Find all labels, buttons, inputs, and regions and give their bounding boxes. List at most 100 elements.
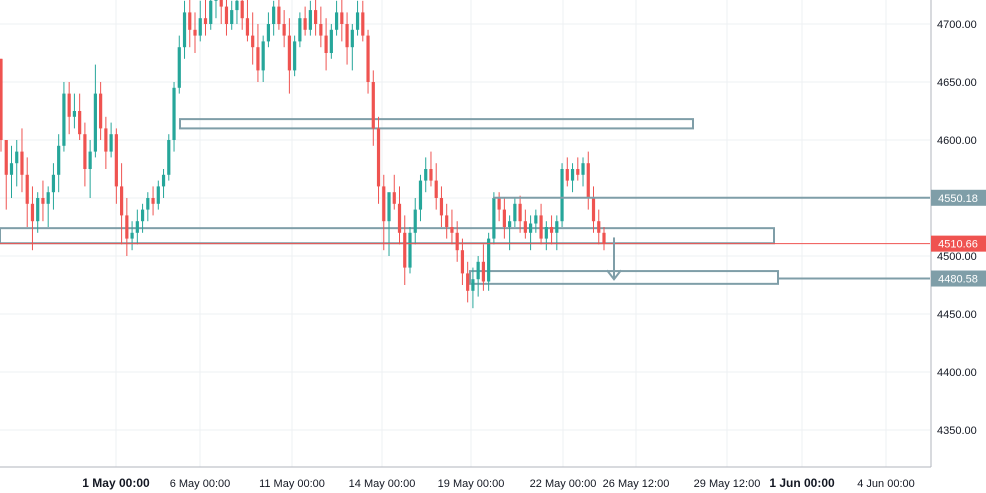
candle-body xyxy=(9,163,14,175)
candle-body xyxy=(130,232,134,239)
candle xyxy=(209,0,213,30)
candle xyxy=(146,192,150,222)
candle xyxy=(481,244,485,291)
candle xyxy=(78,93,82,140)
candle xyxy=(256,24,260,82)
candle xyxy=(439,186,444,227)
x-tick-label: 1 Jun 00:00 xyxy=(769,476,835,490)
candle xyxy=(397,186,402,245)
candle-body xyxy=(434,180,438,198)
candle-body xyxy=(366,35,370,82)
candle xyxy=(298,12,302,48)
candle-body xyxy=(4,140,8,175)
candle-body xyxy=(30,203,35,222)
candle-body xyxy=(308,10,312,30)
candle-body xyxy=(266,24,271,42)
candle xyxy=(492,192,496,245)
price-label-text: 4480.58 xyxy=(938,274,978,286)
candle-body xyxy=(177,47,181,88)
candle xyxy=(41,180,45,222)
candle xyxy=(130,221,134,251)
candle xyxy=(293,35,297,77)
candle xyxy=(261,35,265,82)
candle xyxy=(219,0,223,24)
candle xyxy=(476,256,480,297)
candle xyxy=(355,0,360,36)
candle xyxy=(518,195,522,233)
candle-body xyxy=(439,198,444,216)
candle-body xyxy=(83,134,87,169)
candle-body xyxy=(78,111,82,135)
candle xyxy=(214,0,218,19)
candle-body xyxy=(214,0,218,1)
candle-body xyxy=(167,140,171,175)
candle-body xyxy=(345,24,349,48)
candle-body xyxy=(314,10,318,24)
zone-box xyxy=(179,118,694,130)
candle-body xyxy=(565,169,569,181)
candle-body xyxy=(182,12,187,48)
candle-body xyxy=(576,169,580,175)
x-tick-label: 1 May 00:00 xyxy=(82,476,150,490)
candle xyxy=(62,82,66,152)
candle xyxy=(471,267,475,309)
candle xyxy=(203,0,208,36)
candle-body xyxy=(350,29,354,48)
candle-body xyxy=(245,18,250,36)
candle xyxy=(555,215,559,251)
candle xyxy=(9,145,14,198)
candle-body xyxy=(120,186,124,216)
candle xyxy=(523,209,527,239)
candle xyxy=(193,12,197,53)
candle xyxy=(445,203,449,239)
candle xyxy=(460,238,465,285)
candle xyxy=(508,215,512,251)
arrow-head xyxy=(606,269,622,281)
candle xyxy=(303,6,307,36)
y-tick-label: 4450.00 xyxy=(937,309,977,321)
candle-body xyxy=(361,12,365,36)
y-tick-label: 4650.00 xyxy=(937,77,977,89)
candle-body xyxy=(93,93,97,152)
candle-body xyxy=(161,174,166,187)
candle-body xyxy=(230,10,234,24)
candle xyxy=(581,157,585,187)
candle-body xyxy=(597,221,601,233)
candle-body xyxy=(140,209,145,222)
candle xyxy=(387,192,391,256)
candle xyxy=(51,163,56,210)
candle xyxy=(277,0,281,30)
candle-body xyxy=(497,198,501,210)
candle xyxy=(198,0,202,42)
candle-body xyxy=(277,6,281,24)
grid xyxy=(0,0,930,467)
candle-body xyxy=(460,250,465,274)
candle-body xyxy=(429,169,433,181)
candle xyxy=(114,128,118,204)
candle xyxy=(72,93,77,129)
candle xyxy=(314,0,318,36)
y-tick-label: 4400.00 xyxy=(937,367,977,379)
x-tick-label: 26 May 12:00 xyxy=(603,478,670,490)
candle xyxy=(4,140,8,210)
candle-body xyxy=(99,93,103,129)
candle-body xyxy=(240,0,244,19)
candle xyxy=(513,198,517,227)
candle-body xyxy=(528,223,533,233)
candle-body xyxy=(376,128,381,187)
candle-body xyxy=(57,145,61,175)
annotations xyxy=(0,196,930,281)
candle-body xyxy=(455,232,459,251)
candle-body xyxy=(135,221,139,233)
candle xyxy=(565,157,569,187)
candle-body xyxy=(371,82,375,129)
candle xyxy=(319,6,323,48)
candle xyxy=(46,186,50,227)
candle-body xyxy=(570,169,575,181)
candle xyxy=(20,128,24,193)
candle-body xyxy=(20,151,24,175)
candle xyxy=(172,82,176,152)
candle xyxy=(570,163,575,193)
